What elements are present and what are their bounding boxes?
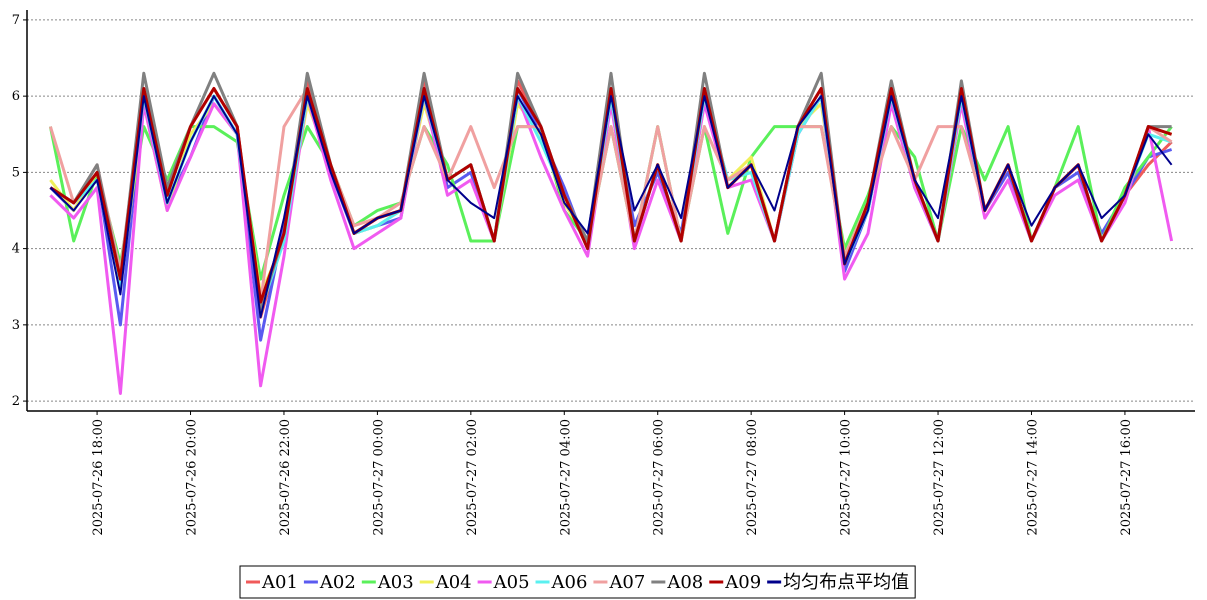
- x-tick-label: 2025-07-27 12:00: [932, 419, 947, 536]
- x-tick-label: 2025-07-27 08:00: [745, 419, 760, 536]
- x-tick-label: 2025-07-27 04:00: [558, 419, 573, 536]
- series-line: [48, 87, 1173, 304]
- x-tick-label: 2025-07-27 02:00: [465, 419, 480, 536]
- y-tick-label: 5: [12, 165, 20, 180]
- legend-label: A03: [377, 572, 414, 593]
- x-tick-label: 2025-07-27 16:00: [1119, 419, 1134, 536]
- legend-label: A06: [551, 572, 588, 593]
- legend-box: [239, 565, 916, 599]
- x-tick-label: 2025-07-27 06:00: [652, 419, 667, 536]
- legend-label: 均匀布点平均值: [783, 572, 909, 593]
- y-tick-label: 2: [12, 394, 20, 409]
- x-tick-label: 2025-07-26 22:00: [278, 419, 293, 536]
- tick-layer: 2 3 4 5 6 7 2025-07-26 18:00 2025-07-26 20:00 20…: [12, 13, 1134, 536]
- series-line: [49, 95, 1173, 319]
- x-tick-label: 2025-07-27 10:00: [839, 419, 854, 536]
- y-tick-label: 6: [12, 89, 20, 104]
- legend-label: A08: [666, 572, 703, 593]
- legend-label: A07: [608, 572, 645, 593]
- x-tick-label: 2025-07-26 20:00: [185, 419, 200, 536]
- grid-layer: [27, 19, 1195, 402]
- y-tick-label: 3: [12, 318, 20, 333]
- legend-label: A09: [724, 572, 761, 593]
- y-tick-label: 4: [12, 242, 20, 257]
- series-line: [49, 79, 1173, 319]
- y-tick-label: 7: [12, 13, 20, 28]
- x-tick-label: 2025-07-27 14:00: [1025, 419, 1040, 536]
- x-tick-label: 2025-07-26 18:00: [91, 419, 106, 536]
- series-line: [49, 87, 1173, 304]
- series-line: [48, 125, 1173, 281]
- legend-label: A05: [493, 572, 530, 593]
- legend-label: A02: [319, 572, 356, 593]
- legend-label: A04: [435, 572, 472, 593]
- legend: A01 A02 A03 A04 A05 A06 A07 A08 A09 均匀布点平均值: [239, 565, 916, 599]
- x-tick-label: 2025-07-27 00:00: [371, 419, 386, 536]
- line-layer: [48, 71, 1174, 395]
- legend-label: A01: [261, 572, 298, 593]
